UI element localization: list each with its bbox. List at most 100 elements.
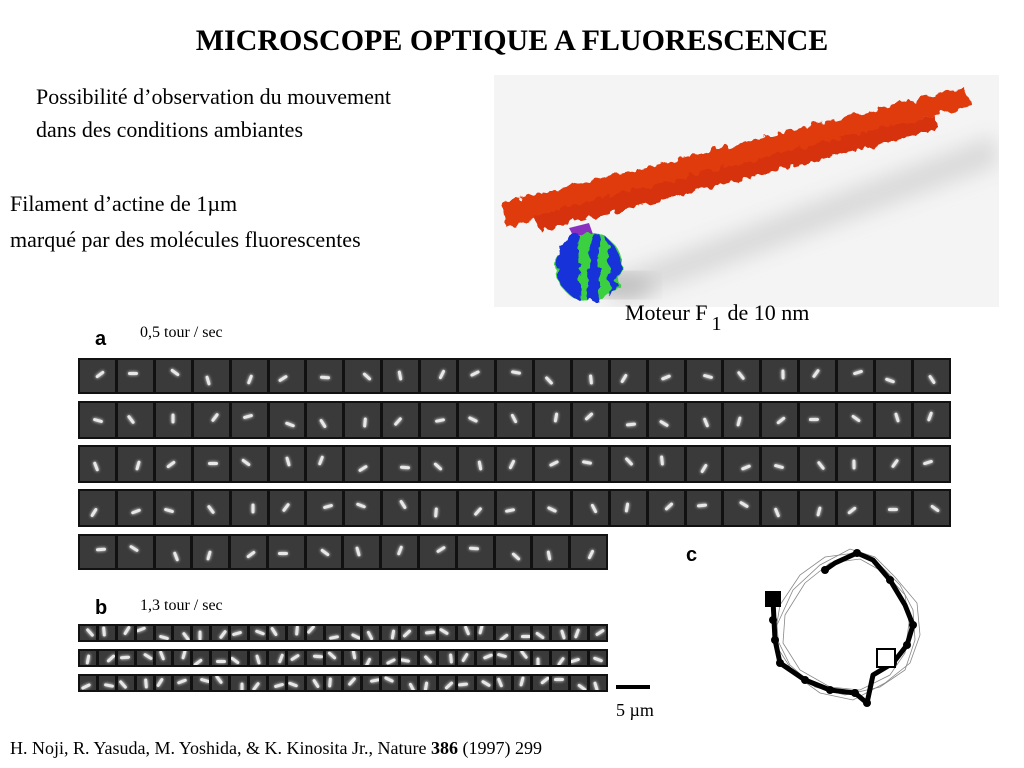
micrograph-frame	[913, 403, 949, 437]
micrograph-frame	[306, 651, 323, 665]
micrograph-frame	[268, 651, 285, 665]
frame-strip	[78, 534, 608, 570]
micrograph-frame	[117, 626, 134, 640]
panel-a-rate: 0,5 tour / sec	[140, 324, 223, 341]
micrograph-frame	[155, 491, 191, 525]
micrograph-frame	[534, 491, 570, 525]
micrograph-frame	[306, 676, 323, 690]
micrograph-frame	[212, 626, 229, 640]
micrograph-frame	[268, 536, 304, 568]
micrograph-frame	[496, 491, 532, 525]
micrograph-frame	[155, 626, 172, 640]
micrograph-frame	[686, 447, 722, 481]
micrograph-frame	[420, 651, 436, 665]
actin-filament	[502, 87, 972, 227]
micrograph-frame	[572, 403, 608, 437]
micrograph-frame	[496, 447, 532, 481]
micrograph-frame	[552, 676, 569, 690]
micrograph-frame	[590, 626, 606, 640]
motor-label-size: de 10 nm	[727, 300, 810, 325]
micrograph-frame	[268, 626, 285, 640]
micrograph-frame	[287, 676, 304, 690]
reference-citation: H. Noji, R. Yasuda, M. Yoshida, & K. Kin…	[10, 738, 542, 759]
micrograph-frame	[80, 626, 96, 640]
motor-label: Moteur F 1 de 10 nm	[625, 300, 810, 335]
micrograph-frame	[155, 651, 172, 665]
micrograph-frame	[325, 676, 342, 690]
micrograph-frame	[269, 491, 305, 525]
micrograph-frame	[383, 447, 419, 481]
micrograph-frame	[476, 651, 493, 665]
micrograph-frame	[495, 651, 512, 665]
filament-line-1: Filament d’actine de 1µm	[10, 191, 238, 216]
micrograph-frame	[686, 360, 722, 392]
micrograph-frame	[571, 676, 588, 690]
micrograph-frame	[572, 447, 608, 481]
micrograph-frame	[457, 651, 474, 665]
micrograph-frame	[534, 447, 570, 481]
micrograph-frame	[876, 491, 911, 525]
micrograph-frame	[610, 360, 646, 392]
micrograph-frame	[306, 626, 323, 640]
frame-strip	[78, 489, 951, 527]
frame-strip	[78, 445, 951, 483]
micrograph-frame	[117, 491, 153, 525]
micrograph-frame	[80, 447, 115, 481]
micrograph-frame	[533, 536, 569, 568]
micrograph-frame	[344, 626, 361, 640]
micrograph-frame	[610, 491, 646, 525]
micrograph-frame	[363, 676, 380, 690]
micrograph-frame	[533, 626, 550, 640]
micrograph-frame	[514, 676, 531, 690]
frame-strip	[78, 358, 951, 394]
filament-shadow	[604, 135, 999, 305]
micrograph-frame	[838, 491, 874, 525]
micrograph-frame	[514, 651, 531, 665]
intro-line-2: dans des conditions ambiantes	[36, 117, 304, 142]
micrograph-frame	[269, 447, 305, 481]
micrograph-frame	[98, 676, 115, 690]
motor-label-subscript: 1	[711, 313, 722, 335]
micrograph-frame	[193, 676, 210, 690]
micrograph-frame	[155, 447, 191, 481]
micrograph-frame	[155, 536, 191, 568]
micrograph-frame	[648, 447, 684, 481]
micrograph-frame	[838, 447, 874, 481]
micrograph-frame	[762, 491, 798, 525]
micrograph-frame	[800, 360, 836, 392]
micrograph-frame	[495, 676, 512, 690]
panel-c-letter: c	[686, 544, 698, 566]
intro-text: Possibilité d’observation du mouvement d…	[36, 80, 391, 146]
micrograph-frame	[438, 676, 455, 690]
micrograph-frame	[231, 536, 266, 568]
micrograph-frame	[117, 676, 134, 690]
micrograph-frame	[382, 626, 399, 640]
micrograph-frame	[459, 403, 494, 437]
micrograph-frame	[345, 447, 381, 481]
micrograph-frame	[307, 360, 343, 392]
micrograph-frame	[420, 626, 436, 640]
micrograph-frame	[420, 676, 436, 690]
micrograph-frame	[496, 360, 532, 392]
micrograph-frame	[762, 447, 798, 481]
scale-bar-label: 5 µm	[616, 700, 654, 720]
micrograph-frame	[193, 651, 210, 665]
trajectory-dots	[769, 549, 917, 707]
micrograph-frame	[231, 651, 248, 665]
micrograph-frame	[363, 651, 380, 665]
micrograph-frame	[174, 651, 191, 665]
micrograph-frame	[724, 403, 760, 437]
f1-motor	[555, 233, 623, 301]
micrograph-frame	[98, 626, 115, 640]
micrograph-frame	[306, 536, 342, 568]
micrograph-frame	[287, 651, 304, 665]
micrograph-frame	[876, 403, 911, 437]
micrograph-frame	[533, 651, 550, 665]
trajectory-end-marker	[876, 648, 896, 668]
frame-strip	[78, 401, 951, 439]
micrograph-frame	[571, 536, 606, 568]
micrograph-frame	[193, 626, 210, 640]
micrograph-frame	[345, 491, 381, 525]
micrograph-frame	[117, 447, 153, 481]
micrograph-frame	[421, 403, 457, 437]
